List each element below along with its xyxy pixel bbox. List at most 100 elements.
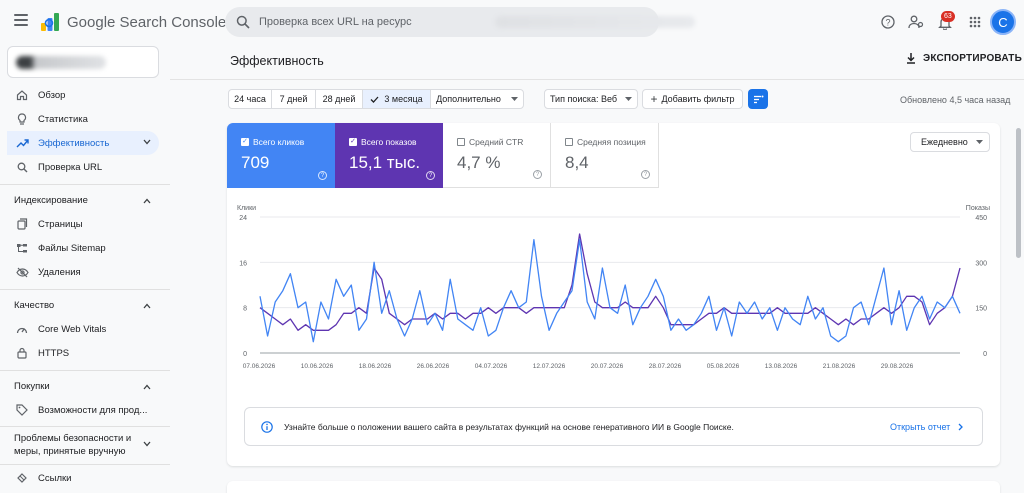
- sidebar-item-performance[interactable]: Эффективность: [7, 131, 159, 155]
- date-chip-more[interactable]: Дополнительно: [430, 89, 524, 109]
- add-filter-button[interactable]: + Добавить фильтр: [642, 89, 743, 109]
- metric-value: 15,1 тыс.: [349, 153, 421, 172]
- sidebar-item-overview[interactable]: Обзор: [7, 83, 159, 107]
- section-title-security[interactable]: Проблемы безопасности и меры, принятые в…: [14, 433, 132, 457]
- trending-up-icon: [15, 136, 29, 150]
- sidebar-item-core-web-vitals[interactable]: Core Web Vitals: [7, 317, 159, 341]
- metric-value: 709: [241, 153, 270, 172]
- granularity-select[interactable]: Ежедневно: [910, 132, 990, 152]
- help-icon[interactable]: ?: [426, 171, 435, 180]
- chevron-up-icon[interactable]: [143, 198, 151, 204]
- banner-text: Узнайте больше о положении вашего сайта …: [284, 422, 734, 432]
- notification-badge: 63: [941, 11, 955, 22]
- sidebar-item-pages[interactable]: Страницы: [7, 212, 159, 236]
- section-title-quality[interactable]: Качество: [14, 300, 55, 311]
- checkbox-checked-icon[interactable]: ✓: [241, 138, 249, 146]
- metric-total-impressions[interactable]: ✓ Всего показов 15,1 тыс. ?: [335, 123, 443, 188]
- manage-users-icon[interactable]: [906, 12, 926, 32]
- chevron-up-icon[interactable]: [143, 384, 151, 390]
- speed-icon: [15, 322, 29, 336]
- queries-card: [227, 481, 1000, 493]
- pages-icon: [15, 217, 29, 231]
- x-tick-label: 20.07.2026: [591, 363, 624, 370]
- x-tick-label: 29.08.2026: [881, 363, 914, 370]
- metric-value: 8,4: [565, 153, 589, 172]
- left-tick-label: 24: [239, 215, 247, 222]
- help-icon[interactable]: ?: [641, 170, 650, 179]
- section-title-shopping[interactable]: Покупки: [14, 381, 50, 392]
- plus-icon: +: [650, 92, 658, 106]
- search-type-chip[interactable]: Тип поиска: Веб: [544, 89, 638, 109]
- chevron-up-icon[interactable]: [143, 303, 151, 309]
- dropdown-arrow-icon: [625, 97, 633, 101]
- home-icon: [15, 88, 29, 102]
- info-icon: [261, 421, 273, 433]
- help-icon[interactable]: ?: [533, 170, 542, 179]
- metric-average-position[interactable]: Средняя позиция 8,4 ?: [551, 123, 659, 188]
- apps-grid-icon[interactable]: [965, 12, 985, 32]
- lock-icon: [15, 346, 29, 360]
- top-bar: Google Search Console ? 63 C: [0, 0, 1024, 44]
- x-tick-label: 12.07.2026: [533, 363, 566, 370]
- right-tick-label: 150: [975, 306, 987, 313]
- metric-average-ctr[interactable]: Средний CTR 4,7 % ?: [443, 123, 551, 188]
- sidebar-item-sitemaps[interactable]: Файлы Sitemap: [7, 236, 159, 260]
- brand-title[interactable]: Google Search Console: [67, 14, 227, 31]
- blurred-property-url: [495, 16, 695, 28]
- svg-text:?: ?: [885, 18, 890, 28]
- search-icon: [236, 15, 250, 29]
- dropdown-arrow-icon: [510, 97, 518, 101]
- sidebar-divider: [0, 184, 170, 185]
- sidebar: Обзор Статистика Эффективность Проверка …: [0, 44, 170, 493]
- filter-list-icon: [753, 95, 763, 103]
- sidebar-item-removals[interactable]: Удаления: [7, 260, 159, 284]
- sidebar-item-links[interactable]: Ссылки: [7, 466, 159, 490]
- sidebar-divider: [0, 370, 170, 371]
- checkbox-unchecked-icon[interactable]: [457, 138, 465, 146]
- date-chip-7d[interactable]: 7 дней: [271, 89, 316, 109]
- filter-settings-button[interactable]: [748, 89, 768, 109]
- url-inspection-search[interactable]: [225, 7, 695, 37]
- checkmark-icon: [370, 96, 379, 103]
- date-chip-3m[interactable]: 3 месяца: [362, 89, 431, 109]
- ai-features-banner: Узнайте больше о положении вашего сайта …: [244, 407, 983, 446]
- checkbox-checked-icon[interactable]: ✓: [349, 138, 357, 146]
- open-report-link[interactable]: Открыть отчет: [890, 422, 964, 432]
- date-chip-24h[interactable]: 24 часа: [228, 89, 272, 109]
- page-scrollbar[interactable]: [1016, 128, 1021, 258]
- series-line-clicks: [259, 239, 961, 343]
- dropdown-arrow-icon: [975, 140, 983, 144]
- eye-off-icon: [15, 265, 29, 279]
- chevron-down-icon[interactable]: [143, 441, 151, 447]
- date-chip-28d[interactable]: 28 дней: [315, 89, 363, 109]
- sidebar-item-merchant-opportunities[interactable]: Возможности для прод...: [7, 398, 159, 422]
- chevron-down-icon[interactable]: [143, 139, 151, 145]
- page-title: Эффективность: [230, 54, 324, 68]
- x-tick-label: 13.08.2026: [765, 363, 798, 370]
- series-line-impressions: [259, 233, 961, 331]
- account-avatar[interactable]: C: [990, 9, 1016, 35]
- sidebar-item-url-inspection[interactable]: Проверка URL: [7, 155, 159, 179]
- help-icon[interactable]: ?: [318, 171, 327, 180]
- checkbox-unchecked-icon[interactable]: [565, 138, 573, 146]
- lightbulb-icon: [15, 112, 29, 126]
- export-button[interactable]: ЭКСПОРТИРОВАТЬ: [906, 53, 1022, 64]
- metric-total-clicks[interactable]: ✓ Всего кликов 709 ?: [227, 123, 335, 188]
- hamburger-icon[interactable]: [14, 14, 28, 26]
- sidebar-item-statistics[interactable]: Статистика: [7, 107, 159, 131]
- sidebar-divider: [0, 464, 170, 465]
- help-icon[interactable]: ?: [878, 12, 898, 32]
- sidebar-item-https[interactable]: HTTPS: [7, 341, 159, 365]
- search-input[interactable]: [259, 12, 499, 32]
- x-tick-label: 04.07.2026: [475, 363, 508, 370]
- sidebar-divider: [0, 426, 170, 427]
- left-tick-label: 8: [243, 306, 247, 313]
- x-tick-label: 10.06.2026: [301, 363, 334, 370]
- tag-icon: [15, 403, 29, 417]
- search-console-logo-icon[interactable]: [40, 12, 62, 32]
- search-icon: [15, 160, 29, 174]
- metric-value: 4,7 %: [457, 153, 501, 172]
- section-title-indexing[interactable]: Индексирование: [14, 195, 88, 206]
- property-selector[interactable]: [7, 46, 159, 78]
- links-icon: [15, 471, 29, 485]
